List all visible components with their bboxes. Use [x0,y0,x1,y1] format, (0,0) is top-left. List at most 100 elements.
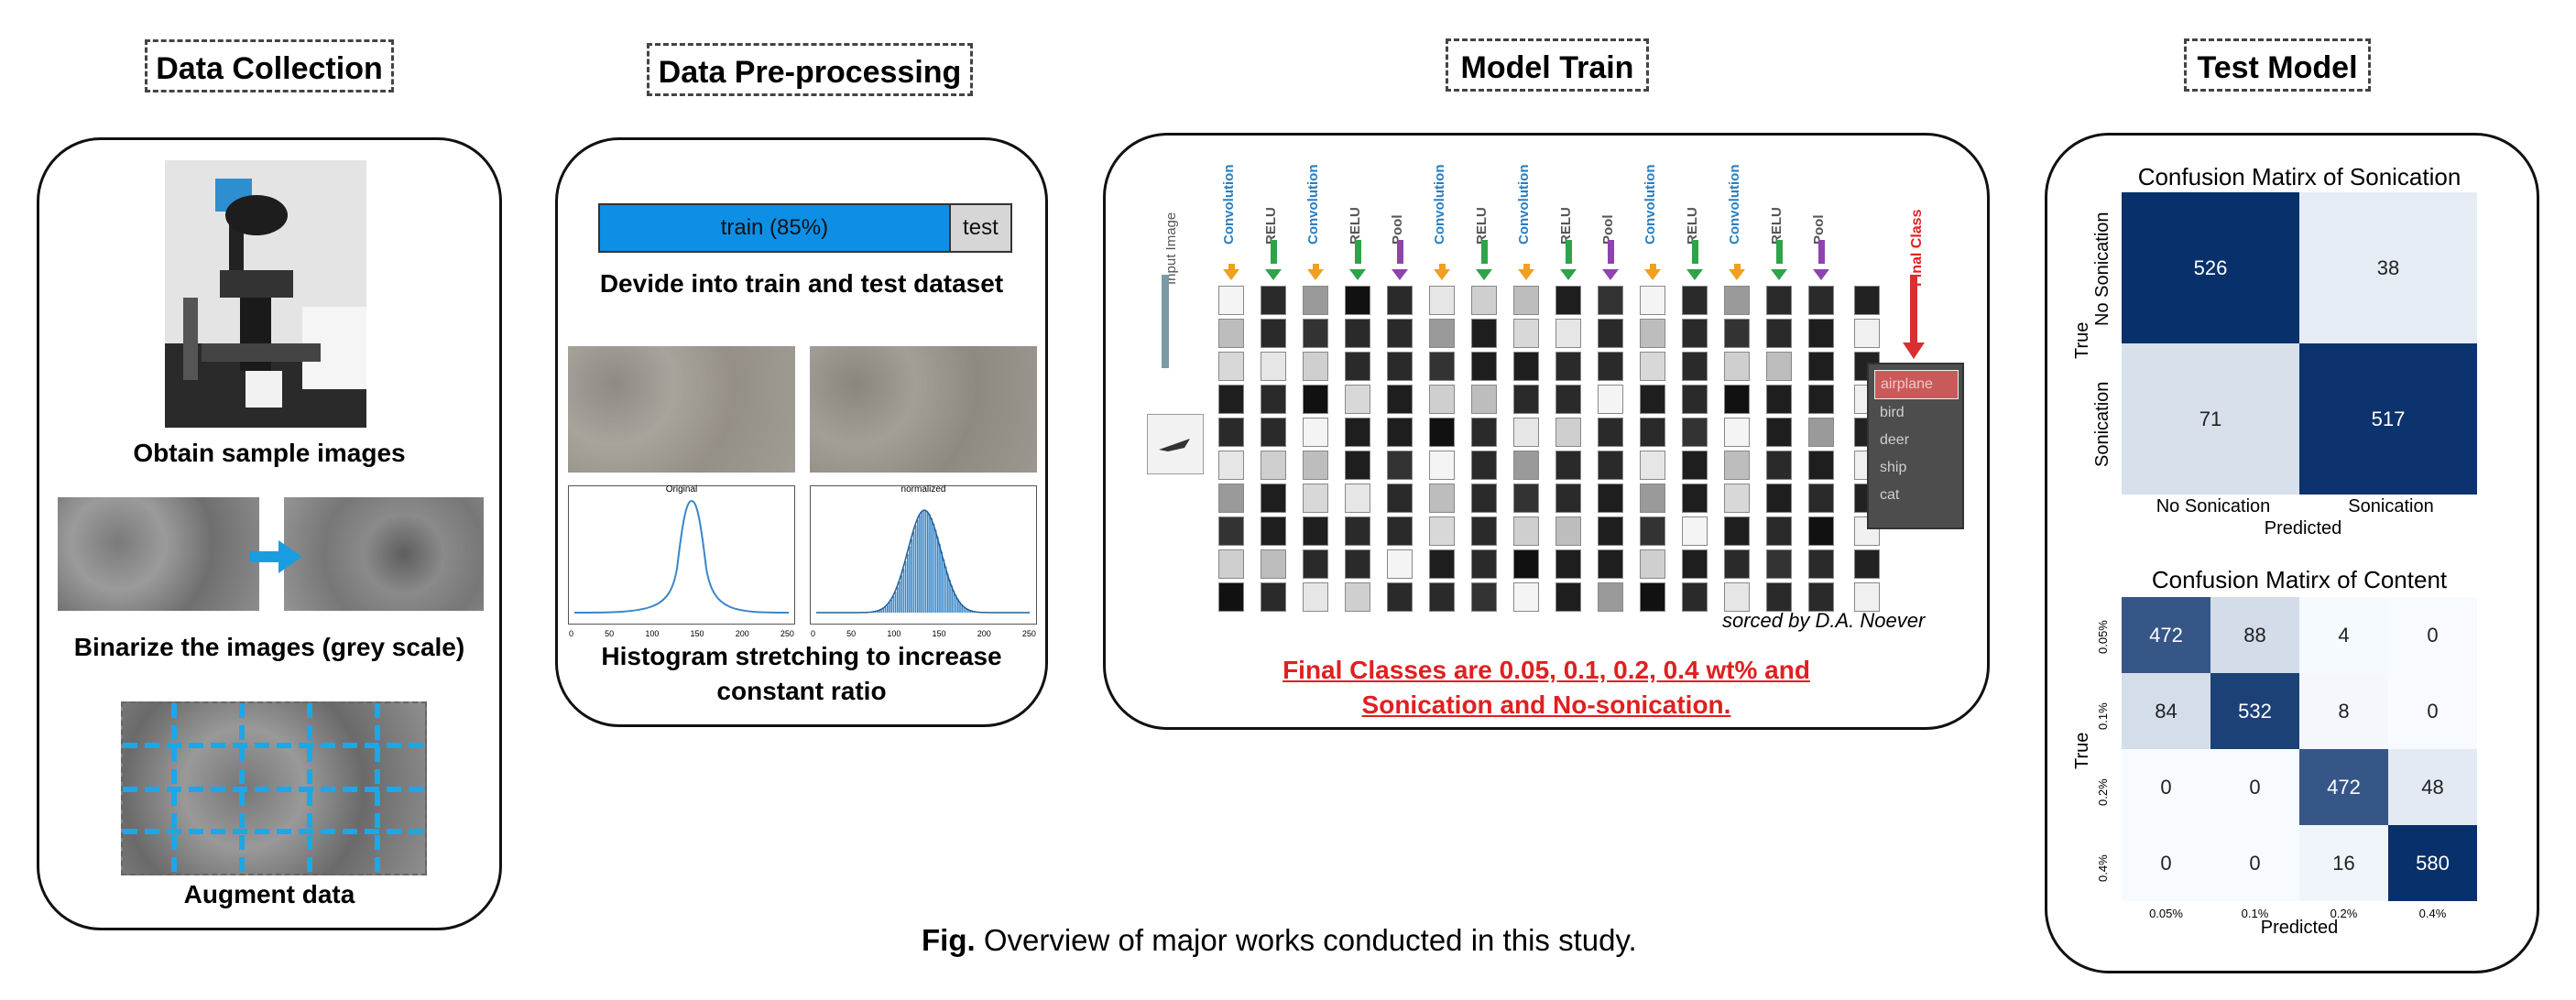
histogram-bar [890,599,892,613]
histogram-bar [880,609,882,613]
feature-map [1218,352,1244,381]
layer-label-8: RELU [1558,207,1574,245]
feature-map [1345,319,1370,348]
layer-arrow-12 [1734,264,1741,271]
feature-map [1598,286,1623,315]
histogram-bar [914,525,917,613]
feature-map [1513,352,1539,381]
layer-label-6: RELU [1474,207,1490,245]
feature-map [1724,352,1750,381]
caption-histogram: Histogram stretching to increase constan… [601,642,1002,705]
layer-label-3: RELU [1348,207,1363,245]
feature-map [1640,385,1665,414]
tick: 150 [932,629,946,638]
feature-map [1218,319,1244,348]
feature-map [1303,484,1328,513]
augment-grid-image [121,701,427,875]
cm-sonication-xtick-0: No Sonication [2156,496,2271,516]
feature-map [1513,549,1539,579]
feature-map [1724,484,1750,513]
histogram-bar [879,610,880,613]
histogram-normalized-title: normalized [901,484,946,495]
histogram-bar [949,580,951,613]
feature-map [1555,516,1581,546]
layer-label-13: RELU [1769,207,1785,245]
feature-map [1387,484,1413,513]
histogram-original-title: Original [665,484,698,495]
feature-map [1808,451,1834,480]
layer-arrow-6 [1481,240,1488,264]
feature-map [1218,451,1244,480]
layer-arrow-3 [1355,240,1361,264]
feature-map [1513,516,1539,546]
feature-map [1513,451,1539,480]
cm-cell: 0 [2388,597,2477,673]
test-segment: test [948,205,1010,251]
feature-map [1261,418,1286,447]
histogram-bar [963,606,966,613]
feature-map [1387,582,1413,612]
class-item-bird: bird [1880,405,1905,420]
feature-map [1724,286,1750,315]
cm-cell: 16 [2299,825,2388,901]
feature-map [1429,286,1455,315]
class-item-deer: deer [1880,432,1910,448]
feature-map [1471,582,1497,612]
cm-cell: 580 [2388,825,2477,901]
layer-arrow-9 [1608,240,1614,264]
layer-label-1: RELU [1263,207,1279,245]
feature-map [1471,385,1497,414]
feature-map [1555,352,1581,381]
cm-content-ytick-3: 0.4% [2096,854,2110,882]
layer-arrow-head-3 [1349,269,1366,280]
feature-map [1808,286,1834,315]
class-list: airplane bird deer ship cat [1874,370,1959,509]
cm-sonication-title: Confusion Matirx of Sonication [2137,163,2461,190]
feature-map [1598,549,1623,579]
feature-map [1808,319,1834,348]
feature-map [1218,385,1244,414]
feature-map [1766,549,1792,579]
feature-map [1682,549,1708,579]
histogram-bar [902,568,905,613]
tick: 50 [846,629,857,638]
layer-arrow-head-5 [1434,269,1450,280]
section-title-train: Model Train [1446,38,1649,92]
final-class-box: airplane bird deer ship cat [1867,363,1964,529]
feature-map [1387,549,1413,579]
tick: 250 [780,629,794,638]
histogram-bar [953,591,955,613]
feature-map [1261,582,1286,612]
feature-map [1555,418,1581,447]
feature-map [1640,582,1665,612]
layer-arrow-head-9 [1602,269,1619,280]
layer-arrow-1 [1271,240,1277,264]
cm-cell: 0 [2210,749,2299,825]
layer-label-12: Convolution [1727,164,1742,245]
feature-map [1598,385,1623,414]
layer-label-5: Convolution [1432,164,1447,245]
histogram-bar [931,518,933,613]
histogram-bar [911,538,912,613]
cm-cell: 84 [2122,673,2210,749]
figure-caption: Fig. Overview of major works conducted i… [922,923,1637,958]
histogram-bar [912,531,915,613]
feature-map [1640,451,1665,480]
cm-cell: 71 [2122,343,2299,495]
feature-map [1598,484,1623,513]
feature-map [1766,352,1792,381]
histogram-bar [955,594,957,613]
feature-map [1345,516,1370,546]
feature-map [1598,418,1623,447]
caption-augment: Augment data [183,880,355,908]
feature-map [1261,286,1286,315]
feature-map [1345,484,1370,513]
cm-content-ylabel: True [2072,732,2092,769]
sample-image-color [58,497,259,611]
cm-cell: 0 [2122,749,2210,825]
histogram-bar [939,544,941,613]
cm-content-xtick-2: 0.2% [2330,907,2358,920]
feature-map [1640,319,1665,348]
train-segment: train (85%) [600,205,949,251]
feature-map [1218,516,1244,546]
